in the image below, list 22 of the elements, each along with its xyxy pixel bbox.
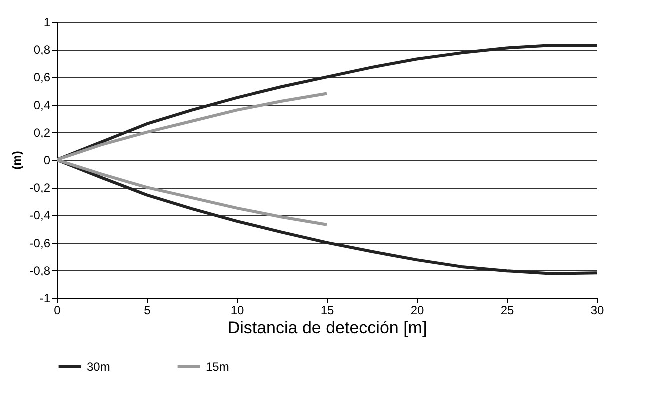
- legend-label: 15m: [206, 360, 230, 374]
- legend-label: 30m: [87, 360, 110, 374]
- y-tick-label: -1: [40, 292, 51, 306]
- x-tick-label: 0: [54, 304, 62, 318]
- y-tick-label: -0,8: [30, 264, 51, 278]
- y-tick-label: -0,6: [30, 236, 51, 250]
- x-tick-label: 15: [320, 304, 334, 318]
- y-tick-label: 0,8: [34, 43, 51, 58]
- y-tick-label: 0,4: [34, 98, 51, 112]
- y-tick-label: 0,6: [34, 70, 51, 85]
- x-tick-label: 5: [144, 304, 152, 318]
- y-tick-label: 1: [44, 16, 51, 30]
- x-tick-label: 20: [410, 304, 424, 318]
- x-tick-label: 25: [500, 304, 514, 318]
- y-tick-label: 0,2: [34, 126, 51, 140]
- y-tick-label: -0,4: [30, 208, 51, 223]
- y-axis-title: (m): [10, 151, 24, 170]
- x-tick-label: 10: [230, 304, 244, 318]
- x-axis-title: Distancia de detección [m]: [228, 318, 428, 338]
- y-tick-label: 0: [44, 154, 51, 168]
- x-tick-label: 30: [590, 304, 604, 318]
- y-tick-label: -0,2: [30, 181, 51, 196]
